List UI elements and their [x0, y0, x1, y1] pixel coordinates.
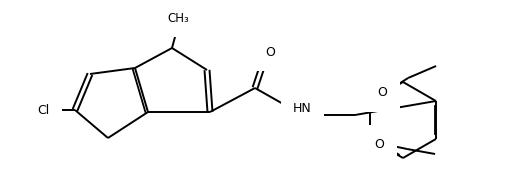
Text: Cl: Cl [37, 104, 49, 116]
Text: O: O [374, 137, 384, 151]
Text: O: O [377, 86, 387, 100]
Text: O: O [265, 46, 275, 58]
Text: CH₃: CH₃ [167, 13, 189, 25]
Text: HN: HN [293, 102, 312, 114]
